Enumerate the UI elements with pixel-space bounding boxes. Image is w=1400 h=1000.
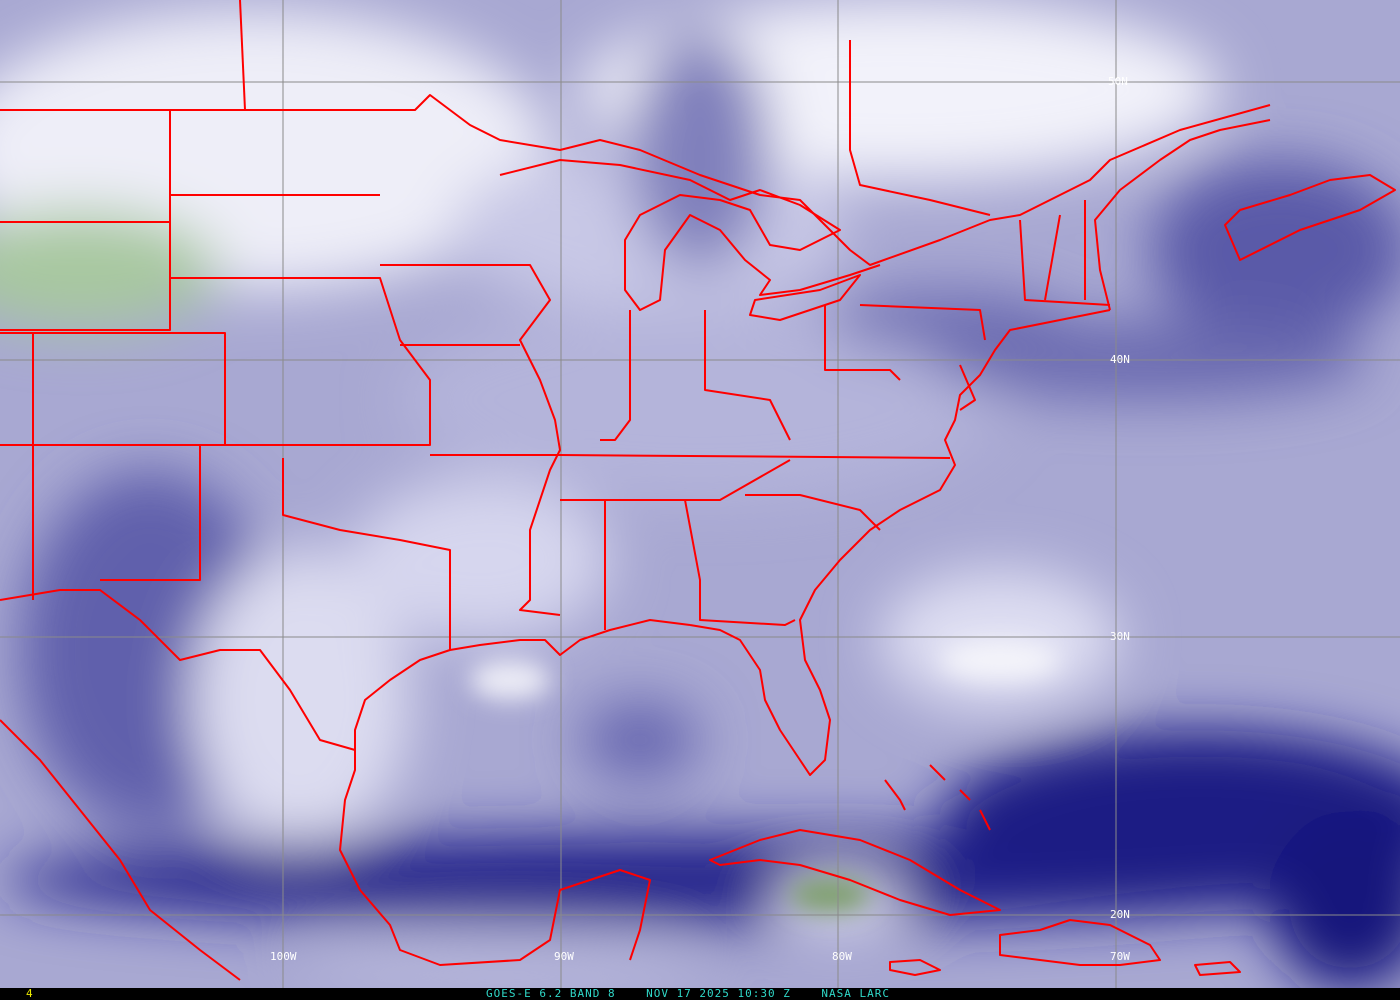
lon-label-90w: 90W [554,950,574,963]
lat-label-50n: 50N [1108,75,1128,88]
lon-label-70w: 70W [1110,950,1130,963]
image-caption: GOES-E 6.2 BAND 8 NOV 17 2025 10:30 Z NA… [486,987,890,1000]
lat-label-30n: 30N [1110,630,1130,643]
lat-label-20n: 20N [1110,908,1130,921]
political-boundaries [0,0,1396,981]
lon-label-100w: 100W [270,950,297,963]
lon-label-80w: 80W [832,950,852,963]
frame-number: 4 [26,987,33,1000]
lat-label-40n: 40N [1110,353,1130,366]
caption-bar: 4 GOES-E 6.2 BAND 8 NOV 17 2025 10:30 Z … [0,988,1400,1000]
